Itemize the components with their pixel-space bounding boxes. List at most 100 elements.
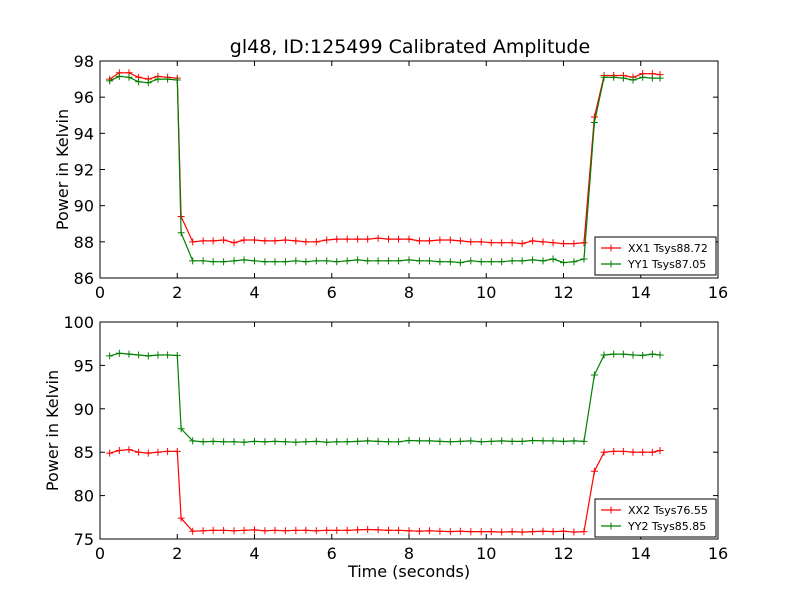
data-point: [619, 447, 627, 455]
data-point: [199, 438, 207, 446]
data-point: [549, 239, 557, 247]
data-point: [648, 350, 656, 358]
data-point: [629, 448, 637, 456]
data-point: [529, 237, 537, 245]
data-point: [590, 118, 598, 126]
data-point: [610, 447, 618, 455]
data-point: [425, 257, 433, 265]
data-point: [529, 528, 537, 536]
data-point: [364, 235, 372, 243]
data-point: [209, 258, 217, 266]
data-point: [189, 257, 197, 265]
y-tick-label: 75: [74, 530, 94, 549]
y-tick-label: 100: [63, 313, 94, 332]
x-tick-label: 2: [172, 283, 182, 302]
x-tick-label: 12: [553, 283, 573, 302]
x-tick-label: 4: [249, 283, 259, 302]
data-point: [580, 437, 588, 445]
data-point: [144, 352, 152, 360]
data-point: [560, 259, 567, 267]
legend-entry: YY2 Tsys85.85: [627, 520, 706, 533]
data-point: [570, 437, 578, 445]
data-point: [154, 351, 162, 359]
y-tick-label: 95: [74, 356, 94, 375]
x-tick-label: 12: [553, 544, 573, 563]
data-point: [580, 239, 588, 247]
data-point: [374, 257, 382, 265]
data-point: [189, 437, 197, 445]
data-point: [656, 351, 664, 359]
data-point: [639, 73, 647, 81]
data-point: [436, 258, 444, 266]
data-point: [385, 438, 393, 446]
data-point: [549, 255, 557, 263]
data-point: [220, 236, 228, 244]
data-point: [436, 236, 444, 244]
data-point: [312, 238, 320, 246]
legend-entry: XX2 Tsys76.55: [628, 504, 708, 517]
data-point: [271, 258, 279, 266]
y-tick-label: 98: [74, 52, 94, 71]
data-point: [446, 528, 454, 536]
data-point: [610, 350, 618, 358]
data-point: [261, 438, 269, 446]
data-point: [374, 234, 382, 242]
legend-entry: XX1 Tsys88.72: [628, 242, 708, 255]
data-point: [518, 257, 526, 265]
data-point: [385, 526, 393, 534]
data-point: [364, 257, 372, 265]
data-point: [539, 238, 547, 246]
data-point: [333, 258, 341, 266]
data-point: [354, 526, 362, 534]
data-point: [539, 527, 547, 535]
data-point: [487, 239, 495, 247]
data-point: [106, 449, 114, 457]
data-point: [364, 525, 372, 533]
data-point: [125, 350, 133, 358]
data-point: [312, 257, 320, 265]
legend-marker: [607, 260, 615, 268]
data-point: [292, 526, 300, 534]
data-point: [135, 448, 143, 456]
data-point: [539, 257, 547, 265]
data-point: [106, 352, 114, 360]
data-point: [209, 237, 217, 245]
data-point: [456, 237, 464, 245]
data-point: [189, 238, 197, 246]
series-line: [109, 448, 661, 533]
y-tick-label: 92: [74, 161, 94, 180]
data-point: [343, 526, 351, 534]
data-point: [456, 259, 464, 267]
data-point: [177, 425, 185, 433]
data-point: [629, 76, 637, 84]
data-point: [600, 448, 608, 456]
data-point: [281, 438, 289, 446]
data-point: [209, 437, 217, 445]
data-point: [302, 238, 310, 246]
data-point: [560, 240, 567, 248]
data-point: [518, 528, 526, 536]
data-point: [281, 527, 289, 535]
legend-marker: [607, 506, 615, 514]
x-axis-label: Time (seconds): [347, 562, 470, 581]
data-point: [656, 74, 664, 82]
top-panel: 0 2 4 6 8 10 12 14 16 86 88 90 92 94 96 98 Power in Kelv…: [53, 52, 728, 302]
data-point: [115, 446, 123, 454]
data-point: [199, 527, 207, 535]
data-point: [323, 236, 331, 244]
data-point: [199, 237, 207, 245]
data-point: [189, 527, 197, 535]
data-point: [405, 436, 413, 444]
data-point: [508, 257, 516, 265]
data-point: [629, 351, 637, 359]
data-point: [209, 526, 217, 534]
data-point: [477, 258, 485, 266]
data-point: [343, 438, 351, 446]
data-point: [354, 235, 362, 243]
data-point: [477, 238, 485, 246]
data-point: [271, 237, 279, 245]
data-point: [405, 256, 413, 264]
data-point: [446, 258, 454, 266]
data-point: [135, 78, 143, 86]
